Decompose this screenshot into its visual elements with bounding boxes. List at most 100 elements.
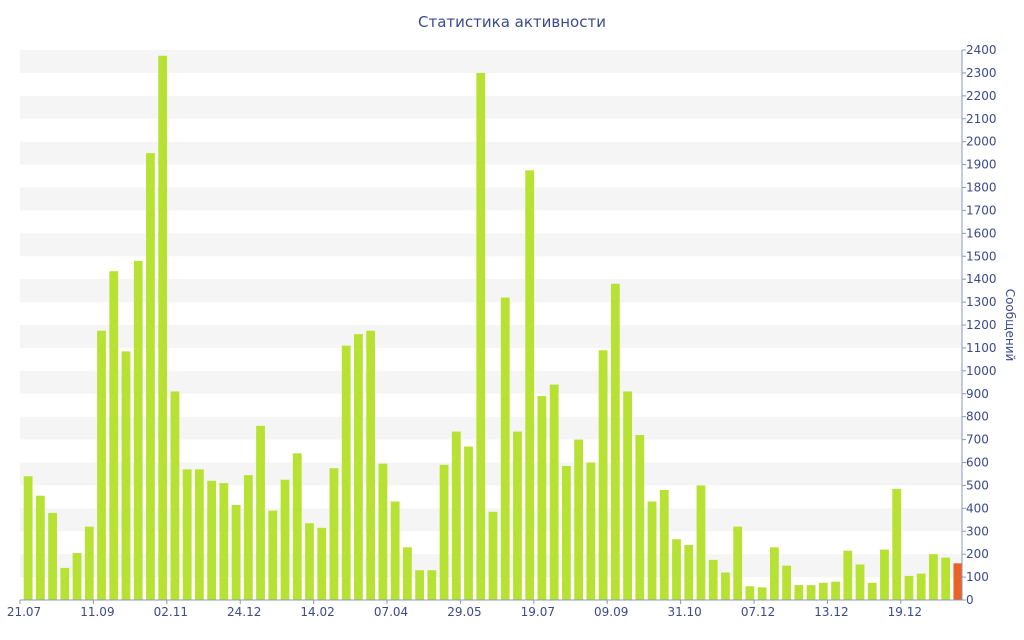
y-tick-label: 1600	[966, 226, 997, 240]
bar	[464, 446, 473, 600]
y-tick-label: 900	[966, 387, 989, 401]
x-tick-label: 31.10	[667, 605, 701, 619]
y-tick-label: 1500	[966, 249, 997, 263]
bar	[390, 501, 400, 600]
bar	[904, 575, 914, 600]
y-tick-label: 1700	[966, 203, 997, 217]
y-tick-label: 2200	[966, 89, 997, 103]
y-tick-label: 700	[966, 433, 989, 447]
y-tick-label: 1200	[966, 318, 997, 332]
y-tick-label: 1100	[966, 341, 997, 355]
x-tick-label: 13.12	[814, 605, 848, 619]
bar	[60, 567, 70, 600]
bar	[659, 490, 669, 600]
x-tick-label: 19.12	[888, 605, 922, 619]
bar	[745, 586, 755, 600]
x-tick-label: 21.07	[7, 605, 41, 619]
y-tick-labels: 0 100 200 300 400 500 600 700 800 900 1000 1100 1200…	[962, 43, 997, 607]
x-tick-label: 24.12	[227, 605, 261, 619]
bar	[598, 350, 608, 600]
y-tick-label: 1400	[966, 272, 997, 286]
grid-bands	[20, 50, 962, 578]
bar	[121, 351, 131, 600]
chart-title: Статистика активности	[418, 13, 606, 31]
bar	[158, 55, 168, 600]
bar	[794, 585, 804, 600]
bar	[476, 72, 486, 600]
y-tick-label: 2000	[966, 135, 997, 149]
grid-band	[20, 416, 962, 440]
bar	[513, 431, 522, 600]
grid-band	[20, 462, 962, 486]
grid-band	[20, 370, 962, 394]
grid-band	[20, 50, 962, 73]
bar	[708, 559, 718, 600]
bar	[610, 283, 620, 600]
bar	[500, 297, 510, 600]
bar	[696, 485, 706, 600]
bar	[72, 553, 82, 600]
bar	[916, 573, 926, 600]
bar	[207, 480, 217, 600]
bar	[880, 549, 889, 600]
bar	[366, 330, 376, 600]
y-axis-label: Сообщений	[1003, 289, 1017, 362]
x-tick-label: 29.05	[447, 605, 481, 619]
bar	[170, 391, 180, 600]
bar	[280, 479, 290, 600]
bar	[35, 495, 45, 600]
bar	[953, 563, 963, 600]
bar	[843, 550, 853, 600]
bar	[146, 153, 155, 600]
grid-band	[20, 187, 962, 211]
bar	[194, 469, 204, 600]
bars-group	[23, 55, 963, 600]
bar	[525, 170, 535, 600]
y-tick-label: 2100	[966, 112, 997, 126]
y-tick-label: 500	[966, 478, 989, 492]
bar	[317, 527, 327, 600]
y-tick-label: 300	[966, 524, 989, 538]
bar	[268, 510, 278, 600]
grid-band	[20, 141, 962, 165]
bar	[292, 453, 302, 600]
bar	[341, 345, 351, 600]
bar	[757, 587, 767, 600]
grid-band	[20, 325, 962, 348]
y-tick-label: 100	[966, 570, 989, 584]
bar	[48, 512, 57, 600]
bar	[769, 547, 779, 600]
bar	[231, 504, 241, 600]
bar	[623, 391, 632, 600]
y-tick-label: 200	[966, 547, 989, 561]
bar	[806, 585, 816, 600]
x-tick-label: 07.04	[374, 605, 408, 619]
y-tick-label: 600	[966, 456, 989, 470]
bar	[892, 488, 902, 600]
bar	[451, 431, 461, 600]
bar	[256, 425, 265, 600]
bar	[243, 475, 253, 600]
y-tick-label: 800	[966, 410, 989, 424]
bar	[329, 468, 339, 600]
x-tick-label: 19.07	[521, 605, 555, 619]
y-tick-label: 1900	[966, 158, 997, 172]
bar	[647, 501, 657, 600]
bar	[219, 483, 229, 600]
x-tick-label: 09.09	[594, 605, 628, 619]
bar	[354, 334, 363, 600]
bar	[97, 330, 106, 600]
bar	[586, 462, 596, 600]
bar	[537, 396, 547, 600]
bar	[635, 435, 645, 600]
bar	[733, 526, 743, 600]
bar	[855, 564, 865, 600]
bar	[561, 465, 571, 600]
y-tick-label: 400	[966, 501, 989, 515]
bar	[402, 547, 412, 600]
bar	[672, 539, 681, 600]
x-tick-label: 07.12	[741, 605, 775, 619]
bar	[549, 384, 559, 600]
bar	[109, 271, 119, 600]
bar	[574, 439, 584, 600]
